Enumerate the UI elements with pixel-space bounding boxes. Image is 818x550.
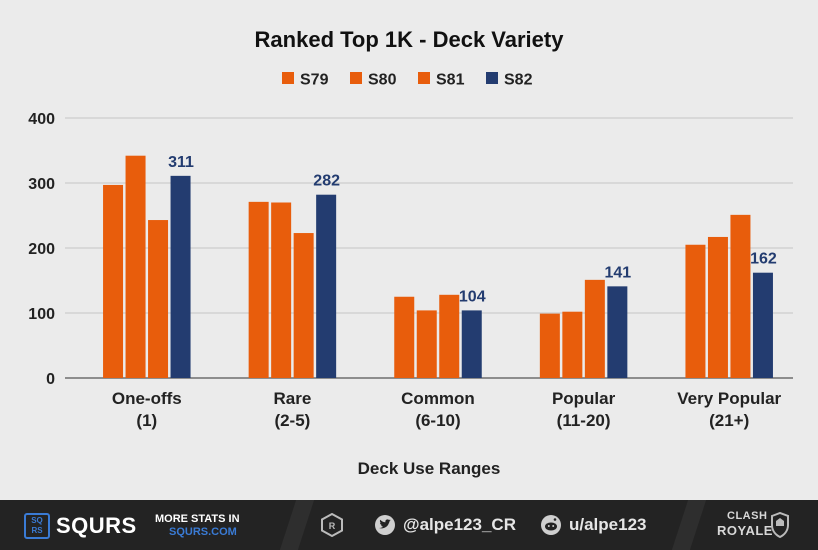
x-tick-label: Common [401, 389, 475, 408]
shield-icon [771, 512, 789, 538]
x-axis-ticks: One-offs (1) Rare (2-5) Common (6-10) Popular (… [112, 389, 782, 430]
bar-s82 [607, 286, 628, 378]
bar-s79 [539, 313, 560, 378]
legend-label: S80 [368, 72, 397, 89]
bar-s82 [461, 310, 482, 378]
promo-line1: MORE STATS IN [155, 513, 240, 525]
bar-s81 [439, 294, 460, 378]
bar-s81 [293, 233, 314, 378]
legend-swatch [282, 72, 294, 84]
squrs-logo-text: SQURS [56, 513, 137, 538]
bar-s79 [394, 296, 415, 378]
chart-title: Ranked Top 1K - Deck Variety [255, 27, 565, 52]
bar-s82 [170, 175, 191, 378]
chart-area: Ranked Top 1K - Deck Variety S79 S80 S81 S8… [28, 27, 793, 478]
data-label: 282 [313, 173, 340, 190]
x-tick-label: (21+) [709, 411, 749, 430]
x-tick-label: (11-20) [557, 411, 611, 430]
promo-text: MORE STATS IN SQURS.COM [155, 513, 265, 539]
x-tick-label: Popular [552, 389, 616, 408]
footer-divider [671, 500, 707, 550]
bar-s81 [148, 220, 169, 378]
reddit-handle[interactable]: u/alpe123 [569, 515, 647, 534]
y-tick-label: 100 [28, 306, 55, 323]
y-axis-ticks: 0 100 200 300 400 [28, 111, 55, 388]
x-tick-label: Rare [273, 389, 311, 408]
reddit-icon [541, 515, 561, 535]
clash-royale-logo: CLASH ROYALE [715, 510, 790, 542]
x-tick-label: (1) [136, 411, 157, 430]
bar-s80 [707, 236, 728, 378]
legend-swatch [486, 72, 498, 84]
squrs-logo[interactable]: SQ RS SQURS [24, 513, 137, 539]
author-mark-icon: R [321, 513, 343, 537]
svg-text:R: R [329, 521, 336, 531]
squrs-logo-icon: SQ RS [24, 513, 50, 539]
x-axis-title: Deck Use Ranges [358, 459, 501, 478]
bar-s79 [103, 184, 124, 378]
bar-s80 [562, 311, 583, 378]
logo-box-bottom: RS [31, 526, 43, 535]
y-tick-label: 0 [46, 371, 55, 388]
footer-bar: SQ RS SQURS MORE STATS IN SQURS.COM R @a… [0, 500, 818, 550]
chart-legend: S79 S80 S81 S82 [282, 72, 533, 89]
y-tick-label: 300 [28, 176, 55, 193]
y-tick-label: 200 [28, 241, 55, 258]
logo-box-top: SQ [31, 516, 43, 525]
bar-s82 [752, 272, 773, 378]
legend-swatch [418, 72, 430, 84]
bar-s82 [316, 194, 337, 378]
game-logo-line1: CLASH [727, 510, 768, 522]
twitter-handle[interactable]: @alpe123_CR [403, 515, 516, 534]
legend-swatch [350, 72, 362, 84]
x-tick-label: One-offs [112, 389, 182, 408]
legend-label: S82 [504, 72, 533, 89]
data-label: 162 [750, 251, 777, 268]
bar-s80 [271, 202, 292, 378]
bar-s81 [730, 214, 751, 378]
bar-s79 [685, 244, 706, 378]
promo-line2[interactable]: SQURS.COM [169, 526, 237, 538]
data-labels: 311 282 104 141 162 [168, 154, 777, 306]
legend-label: S81 [436, 72, 465, 89]
bar-s80 [125, 155, 146, 378]
game-logo-line2: ROYALE [717, 523, 773, 538]
bar-s80 [416, 310, 437, 378]
x-tick-label: (2-5) [274, 411, 310, 430]
bar-s81 [584, 279, 605, 378]
footer-divider [279, 500, 315, 550]
twitter-icon [375, 515, 395, 535]
y-tick-label: 400 [28, 111, 55, 128]
legend-label: S79 [300, 72, 329, 89]
x-tick-label: Very Popular [677, 389, 781, 408]
x-tick-label: (6-10) [415, 411, 460, 430]
bar-chart: Ranked Top 1K - Deck Variety S79 S80 S81 S8… [28, 27, 793, 478]
chart-bars [103, 155, 773, 378]
bar-s79 [248, 201, 269, 378]
data-label: 141 [604, 264, 631, 281]
data-label: 311 [168, 154, 194, 171]
data-label: 104 [459, 288, 486, 305]
